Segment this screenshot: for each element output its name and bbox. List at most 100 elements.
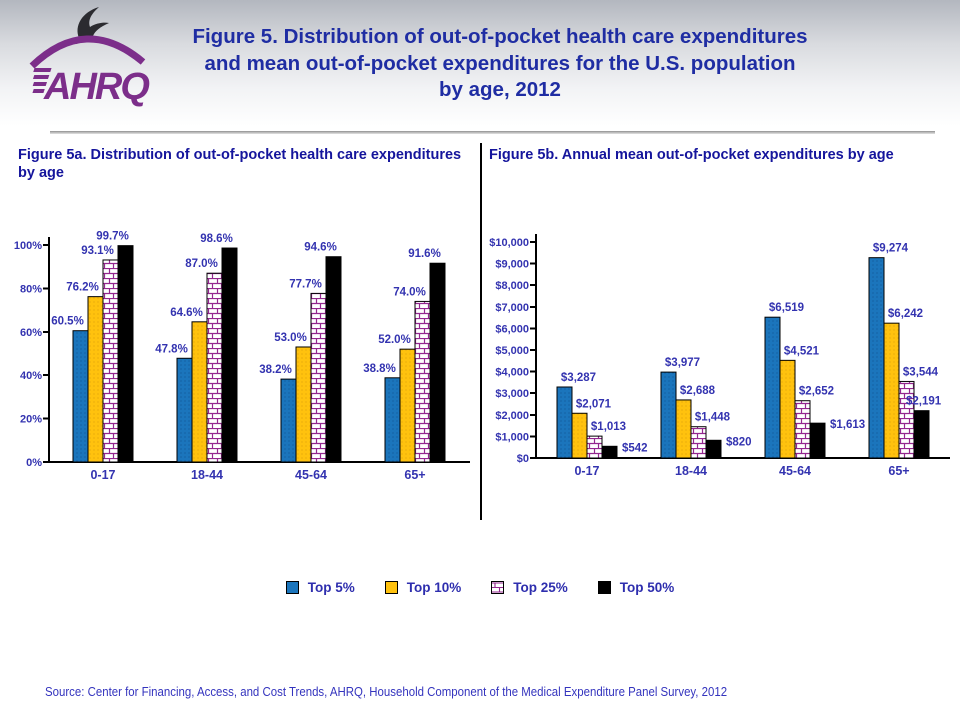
- y-tick-label: $6,000: [495, 323, 529, 335]
- y-tick-label: 60%: [20, 327, 42, 339]
- x-category-label: 45-64: [779, 464, 811, 478]
- bar-black: [221, 247, 238, 463]
- bar-black: [429, 262, 446, 463]
- bar-brick: [586, 435, 603, 459]
- bar-value-label: 74.0%: [393, 286, 426, 298]
- bar-value-label: 60.5%: [51, 316, 84, 328]
- y-tick-label: $5,000: [495, 345, 529, 357]
- bar-chart-canvas: 0% 20% 40% 60% 80% 100% 60.5% 76.2% 93.1% 99.7% 0-…: [14, 231, 470, 482]
- bar-value-label: 64.6%: [170, 307, 203, 319]
- y-tick-label: 20%: [20, 414, 42, 426]
- bar-brick: [898, 380, 915, 459]
- y-tick-label: $10,000: [489, 237, 529, 249]
- bar-yellow: [779, 359, 796, 459]
- bar-black: [809, 422, 826, 459]
- bar-yellow: [191, 321, 208, 463]
- bar-yellow: [571, 412, 588, 459]
- x-category-label: 0-17: [90, 468, 115, 482]
- x-category-label: 65+: [888, 464, 909, 478]
- bar-value-label: $1,013: [591, 421, 626, 433]
- bar-value-label: $6,519: [769, 302, 804, 314]
- legend-swatch-brick-icon: [491, 581, 505, 594]
- y-tick-label: 40%: [20, 370, 42, 382]
- legend-item-blue: Top 5%: [285, 580, 355, 595]
- y-tick-label: $8,000: [495, 280, 529, 292]
- bar-value-label: 87.0%: [185, 258, 218, 270]
- y-tick-label: $0: [517, 453, 529, 465]
- bar-value-label: $2,191: [906, 396, 942, 408]
- y-tick-label: $7,000: [495, 302, 529, 314]
- legend-label: Top 50%: [619, 580, 675, 595]
- bar-value-label: $9,274: [873, 243, 909, 255]
- y-tick-label: 80%: [20, 283, 42, 295]
- bar-value-label: $2,071: [576, 398, 612, 410]
- y-tick-label: $3,000: [495, 388, 529, 400]
- y-tick-label: $2,000: [495, 410, 529, 422]
- header-divider: [50, 131, 935, 134]
- y-tick-label: 0%: [26, 457, 42, 469]
- bar-value-label: $1,613: [830, 419, 865, 431]
- bar-chart-canvas: $0 $1,000 $2,000 $3,000 $4,000 $5,000 $6,000 $7…: [489, 234, 950, 478]
- bar-value-label: $3,977: [665, 357, 700, 369]
- bar-value-label: 94.6%: [304, 242, 337, 254]
- legend-label: Top 10%: [406, 580, 462, 595]
- legend-item-yellow: Top 10%: [384, 580, 462, 595]
- bar-value-label: $1,448: [695, 412, 731, 424]
- bar-value-label: $3,287: [561, 372, 596, 384]
- bar-value-label: $2,688: [680, 385, 716, 397]
- bar-value-label: 47.8%: [155, 343, 188, 355]
- bar-blue: [176, 357, 193, 463]
- bar-blue: [72, 330, 89, 463]
- bar-brick: [414, 300, 431, 463]
- bar-yellow: [399, 348, 416, 463]
- x-category-label: 65+: [404, 468, 425, 482]
- bar-blue: [280, 378, 297, 463]
- chart-legend: Top 5% Top 10% Top 25% Top 50%: [0, 580, 960, 595]
- bar-value-label: 77.7%: [289, 278, 322, 290]
- legend-item-brick: Top 25%: [491, 580, 568, 595]
- bar-value-label: 91.6%: [408, 248, 441, 260]
- legend-label: Top 5%: [307, 580, 355, 595]
- panel-divider: [480, 143, 482, 520]
- bar-blue: [384, 377, 401, 463]
- y-tick-label: 100%: [14, 240, 42, 252]
- bar-value-label: $6,242: [888, 308, 923, 320]
- bar-value-label: $820: [726, 436, 752, 448]
- source-note: Source: Center for Financing, Access, an…: [45, 684, 728, 699]
- bar-brick: [690, 426, 707, 459]
- bar-yellow: [295, 346, 312, 463]
- bar-blue: [868, 257, 885, 459]
- bar-value-label: 38.8%: [363, 363, 396, 375]
- bar-black: [117, 245, 134, 463]
- bar-brick: [206, 272, 223, 463]
- figure-5a-chart: 0% 20% 40% 60% 80% 100% 60.5% 76.2% 93.1% 99.7% 0-…: [8, 228, 476, 490]
- legend-item-black: Top 50%: [597, 580, 675, 595]
- bar-value-label: 38.2%: [259, 364, 292, 376]
- legend-swatch-yellow-icon: [384, 581, 398, 594]
- bar-black: [913, 410, 930, 459]
- x-category-label: 0-17: [574, 464, 599, 478]
- figure-title: Figure 5. Distribution of out-of-pocket …: [192, 25, 808, 102]
- ahrq-logo: AHRQ: [24, 2, 152, 112]
- legend-label: Top 25%: [513, 580, 568, 595]
- x-category-label: 45-64: [295, 468, 327, 482]
- x-category-label: 18-44: [675, 464, 707, 478]
- logo-swoosh-arc: [29, 35, 146, 69]
- bar-blue: [660, 371, 677, 459]
- bar-value-label: 98.6%: [200, 233, 233, 245]
- bar-value-label: 99.7%: [96, 231, 129, 243]
- figure-5a-title: Figure 5a. Distribution of out-of-pocket…: [18, 147, 462, 182]
- bar-black: [705, 439, 722, 459]
- bar-brick: [794, 400, 811, 459]
- bar-value-label: 76.2%: [66, 282, 99, 294]
- y-tick-label: $1,000: [495, 431, 529, 443]
- ahrq-logo-graphic: AHRQ: [29, 7, 151, 108]
- bar-black: [325, 256, 342, 463]
- logo-wordmark: AHRQ: [43, 66, 149, 108]
- logo-speed-stripes: [32, 68, 52, 93]
- bar-value-label: 52.0%: [378, 334, 411, 346]
- bar-brick: [102, 259, 119, 463]
- bar-blue: [556, 386, 573, 459]
- bar-yellow: [87, 296, 104, 463]
